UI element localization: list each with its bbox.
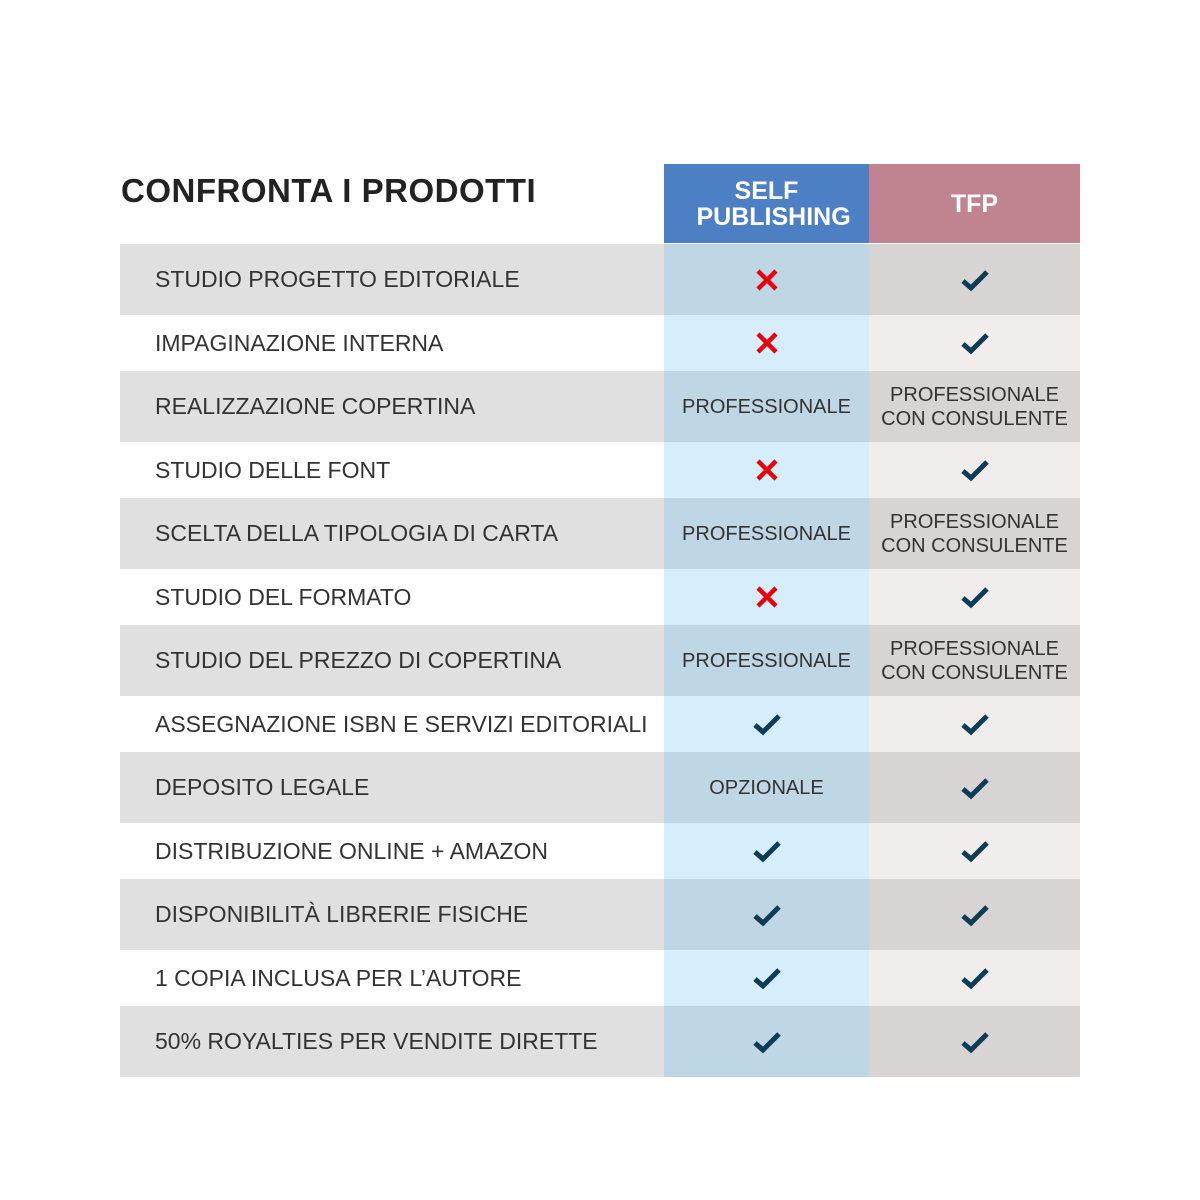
tfp-cell: PROFESSIONALE CON CONSULENTE bbox=[869, 625, 1080, 696]
sp-cell: OPZIONALE bbox=[664, 752, 869, 823]
cell-text: PROFESSIONALE CON CONSULENTE bbox=[881, 510, 1068, 557]
table-row: DEPOSITO LEGALE OPZIONALE bbox=[120, 752, 1080, 823]
check-icon bbox=[960, 776, 989, 800]
feature-label: 1 COPIA INCLUSA PER L’AUTORE bbox=[120, 950, 664, 1006]
tfp-cell bbox=[869, 315, 1080, 371]
check-icon bbox=[960, 1030, 989, 1054]
table-row: ASSEGNAZIONE ISBN E SERVIZI EDITORIALI bbox=[120, 696, 1080, 752]
column-header-self-publishing: SELF PUBLISHING bbox=[664, 164, 869, 243]
table-row: SCELTA DELLA TIPOLOGIA DI CARTA PROFESSIO… bbox=[120, 498, 1080, 569]
check-icon bbox=[752, 966, 781, 990]
tfp-cell bbox=[869, 879, 1080, 950]
cell-text: PROFESSIONALE CON CONSULENTE bbox=[881, 637, 1068, 684]
table-row: REALIZZAZIONE COPERTINA PROFESSIONALE PROF… bbox=[120, 371, 1080, 442]
cross-icon bbox=[755, 586, 778, 608]
tfp-cell: PROFESSIONALE CON CONSULENTE bbox=[869, 371, 1080, 442]
tfp-cell bbox=[869, 569, 1080, 625]
cell-text: PROFESSIONALE bbox=[682, 522, 851, 545]
table-row: STUDIO PROGETTO EDITORIALE bbox=[120, 244, 1080, 315]
check-icon bbox=[960, 903, 989, 927]
feature-label: IMPAGINAZIONE INTERNA bbox=[120, 315, 664, 371]
cross-icon bbox=[755, 459, 778, 481]
tfp-cell bbox=[869, 950, 1080, 1006]
check-icon bbox=[960, 712, 989, 736]
feature-label: STUDIO DELLE FONT bbox=[120, 442, 664, 498]
sp-cell bbox=[664, 950, 869, 1006]
check-icon bbox=[960, 966, 989, 990]
feature-label: 50% ROYALTIES PER VENDITE DIRETTE bbox=[120, 1006, 664, 1077]
table-row: STUDIO DELLE FONT bbox=[120, 442, 1080, 498]
check-icon bbox=[960, 268, 989, 292]
check-icon bbox=[752, 839, 781, 863]
sp-cell bbox=[664, 442, 869, 498]
comparison-table: STUDIO PROGETTO EDITORIALE IMPAGINAZIONE … bbox=[120, 244, 1080, 1077]
check-icon bbox=[752, 712, 781, 736]
sp-cell bbox=[664, 1006, 869, 1077]
tfp-cell bbox=[869, 696, 1080, 752]
cell-text: PROFESSIONALE bbox=[682, 395, 851, 418]
check-icon bbox=[960, 458, 989, 482]
tfp-cell bbox=[869, 752, 1080, 823]
cell-text: PROFESSIONALE CON CONSULENTE bbox=[881, 383, 1068, 430]
table-row: 1 COPIA INCLUSA PER L’AUTORE bbox=[120, 950, 1080, 1006]
feature-label: DISPONIBILITÀ LIBRERIE FISICHE bbox=[120, 879, 664, 950]
sp-cell: PROFESSIONALE bbox=[664, 498, 869, 569]
page-title: CONFRONTA I PRODOTTI bbox=[121, 172, 537, 209]
feature-label: STUDIO DEL PREZZO DI COPERTINA bbox=[120, 625, 664, 696]
sp-cell bbox=[664, 569, 869, 625]
check-icon bbox=[960, 585, 989, 609]
cell-text: OPZIONALE bbox=[709, 776, 824, 799]
feature-label: STUDIO DEL FORMATO bbox=[120, 569, 664, 625]
tfp-cell bbox=[869, 442, 1080, 498]
column-header-tfp: TFP bbox=[869, 164, 1080, 243]
feature-label: ASSEGNAZIONE ISBN E SERVIZI EDITORIALI bbox=[120, 696, 664, 752]
sp-cell bbox=[664, 823, 869, 879]
feature-label: DISTRIBUZIONE ONLINE + AMAZON bbox=[120, 823, 664, 879]
table-row: STUDIO DEL PREZZO DI COPERTINA PROFESSION… bbox=[120, 625, 1080, 696]
feature-label: SCELTA DELLA TIPOLOGIA DI CARTA bbox=[120, 498, 664, 569]
feature-label: STUDIO PROGETTO EDITORIALE bbox=[120, 244, 664, 315]
table-row: DISTRIBUZIONE ONLINE + AMAZON bbox=[120, 823, 1080, 879]
table-row: STUDIO DEL FORMATO bbox=[120, 569, 1080, 625]
feature-label: REALIZZAZIONE COPERTINA bbox=[120, 371, 664, 442]
check-icon bbox=[960, 331, 989, 355]
table-row: IMPAGINAZIONE INTERNA bbox=[120, 315, 1080, 371]
sp-cell: PROFESSIONALE bbox=[664, 371, 869, 442]
check-icon bbox=[752, 903, 781, 927]
sp-cell bbox=[664, 244, 869, 315]
cell-text: PROFESSIONALE bbox=[682, 649, 851, 672]
table-row: DISPONIBILITÀ LIBRERIE FISICHE bbox=[120, 879, 1080, 950]
tfp-cell bbox=[869, 1006, 1080, 1077]
sp-cell: PROFESSIONALE bbox=[664, 625, 869, 696]
column-header-label: SELF PUBLISHING bbox=[696, 176, 851, 231]
sp-cell bbox=[664, 315, 869, 371]
sp-cell bbox=[664, 879, 869, 950]
check-icon bbox=[752, 1030, 781, 1054]
tfp-cell: PROFESSIONALE CON CONSULENTE bbox=[869, 498, 1080, 569]
tfp-cell bbox=[869, 823, 1080, 879]
table-row: 50% ROYALTIES PER VENDITE DIRETTE bbox=[120, 1006, 1080, 1077]
check-icon bbox=[960, 839, 989, 863]
column-header-label: TFP bbox=[950, 189, 999, 218]
tfp-cell bbox=[869, 244, 1080, 315]
feature-label: DEPOSITO LEGALE bbox=[120, 752, 664, 823]
cross-icon bbox=[755, 332, 778, 354]
sp-cell bbox=[664, 696, 869, 752]
cross-icon bbox=[755, 268, 778, 291]
